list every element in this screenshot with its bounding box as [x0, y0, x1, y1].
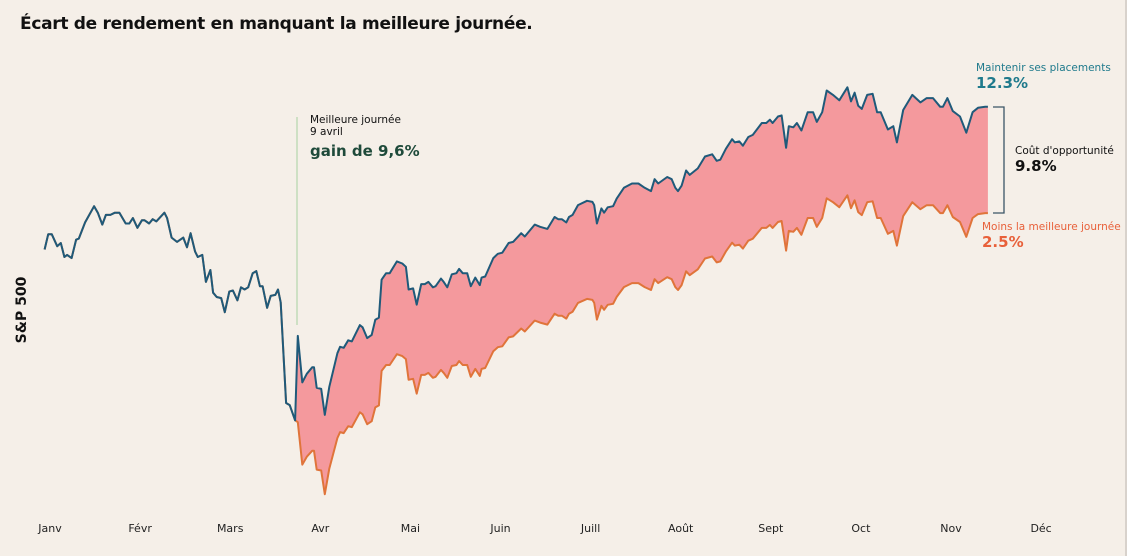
- missing-best-day-annotation: Moins la meilleure journée 2.5%: [982, 221, 1121, 251]
- best-day-date: 9 avril: [310, 126, 343, 138]
- x-tick-label: Nov: [940, 522, 962, 535]
- best-day-annotation: Meilleure journée 9 avril gain de 9,6%: [310, 114, 420, 160]
- opportunity-gap-area: [295, 87, 988, 495]
- x-tick-label: Juin: [489, 522, 510, 535]
- x-tick-label: Avr: [311, 522, 329, 535]
- missing-best-day-value: 2.5%: [982, 233, 1024, 251]
- best-day-gain: gain de 9,6%: [310, 142, 420, 160]
- opportunity-cost-label: Coût d'opportunité: [1015, 145, 1114, 157]
- stay-invested-label: Maintenir ses placements: [976, 62, 1111, 74]
- opportunity-cost-bracket: [993, 106, 1005, 214]
- frame-border: [1125, 0, 1127, 556]
- opportunity-cost-value: 9.8%: [1015, 157, 1057, 175]
- stay-invested-value: 12.3%: [976, 74, 1029, 92]
- x-tick-label: Mars: [217, 522, 244, 535]
- x-tick-label: Mai: [401, 522, 420, 535]
- x-tick-label: Déc: [1030, 522, 1051, 535]
- x-tick-label: Juill: [580, 522, 600, 535]
- opportunity-cost-annotation: Coût d'opportunité 9.8%: [1015, 145, 1114, 175]
- stay-invested-annotation: Maintenir ses placements 12.3%: [976, 62, 1111, 92]
- best-day-label: Meilleure journée: [310, 114, 401, 126]
- x-tick-label: Févr: [128, 522, 152, 535]
- x-tick-label: Oct: [851, 522, 871, 535]
- missing-best-day-label: Moins la meilleure journée: [982, 221, 1121, 233]
- x-tick-label: Janv: [37, 522, 62, 535]
- chart-title: Écart de rendement en manquant la meille…: [20, 14, 533, 34]
- x-tick-label: Sept: [758, 522, 784, 535]
- x-tick-label: Août: [668, 522, 694, 535]
- series-line-stay-invested: [43, 86, 988, 422]
